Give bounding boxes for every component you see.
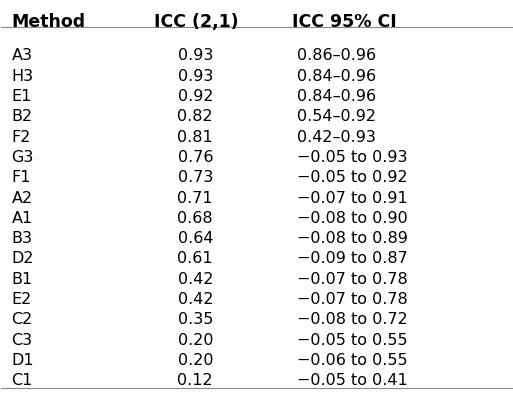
Text: 0.20: 0.20 <box>177 333 213 348</box>
Text: −0.05 to 0.92: −0.05 to 0.92 <box>298 170 408 185</box>
Text: 0.84–0.96: 0.84–0.96 <box>298 69 377 84</box>
Text: 0.86–0.96: 0.86–0.96 <box>298 48 377 63</box>
Text: 0.92: 0.92 <box>177 89 213 104</box>
Text: ICC (2,1): ICC (2,1) <box>154 13 239 31</box>
Text: −0.07 to 0.91: −0.07 to 0.91 <box>298 191 408 206</box>
Text: 0.93: 0.93 <box>177 69 213 84</box>
Text: 0.42–0.93: 0.42–0.93 <box>298 130 376 145</box>
Text: −0.06 to 0.55: −0.06 to 0.55 <box>298 353 408 368</box>
Text: F2: F2 <box>12 130 31 145</box>
Text: H3: H3 <box>12 69 34 84</box>
Text: 0.68: 0.68 <box>177 211 213 226</box>
Text: C2: C2 <box>12 312 33 327</box>
Text: −0.05 to 0.93: −0.05 to 0.93 <box>298 150 408 165</box>
Text: 0.93: 0.93 <box>177 48 213 63</box>
Text: 0.73: 0.73 <box>177 170 213 185</box>
Text: 0.35: 0.35 <box>177 312 213 327</box>
Text: A2: A2 <box>12 191 33 206</box>
Text: 0.61: 0.61 <box>177 251 213 266</box>
Text: −0.08 to 0.72: −0.08 to 0.72 <box>298 312 408 327</box>
Text: E2: E2 <box>12 292 32 307</box>
Text: 0.76: 0.76 <box>177 150 213 165</box>
Text: 0.20: 0.20 <box>177 353 213 368</box>
Text: A3: A3 <box>12 48 33 63</box>
Text: −0.05 to 0.41: −0.05 to 0.41 <box>298 374 408 388</box>
Text: B2: B2 <box>12 109 33 124</box>
Text: F1: F1 <box>12 170 31 185</box>
Text: 0.64: 0.64 <box>177 231 213 246</box>
Text: E1: E1 <box>12 89 32 104</box>
Text: 0.82: 0.82 <box>177 109 213 124</box>
Text: 0.84–0.96: 0.84–0.96 <box>298 89 377 104</box>
Text: C1: C1 <box>12 374 33 388</box>
Text: 0.81: 0.81 <box>177 130 213 145</box>
Text: −0.08 to 0.89: −0.08 to 0.89 <box>298 231 408 246</box>
Text: −0.09 to 0.87: −0.09 to 0.87 <box>298 251 408 266</box>
Text: 0.12: 0.12 <box>177 374 213 388</box>
Text: D2: D2 <box>12 251 34 266</box>
Text: ICC 95% CI: ICC 95% CI <box>292 13 397 31</box>
Text: A1: A1 <box>12 211 33 226</box>
Text: −0.05 to 0.55: −0.05 to 0.55 <box>298 333 408 348</box>
Text: −0.08 to 0.90: −0.08 to 0.90 <box>298 211 408 226</box>
Text: B1: B1 <box>12 272 33 287</box>
Text: G3: G3 <box>12 150 34 165</box>
Text: −0.07 to 0.78: −0.07 to 0.78 <box>298 272 408 287</box>
Text: Method: Method <box>12 13 86 31</box>
Text: 0.54–0.92: 0.54–0.92 <box>298 109 377 124</box>
Text: −0.07 to 0.78: −0.07 to 0.78 <box>298 292 408 307</box>
Text: 0.42: 0.42 <box>177 272 213 287</box>
Text: 0.71: 0.71 <box>177 191 213 206</box>
Text: C3: C3 <box>12 333 33 348</box>
Text: 0.42: 0.42 <box>177 292 213 307</box>
Text: B3: B3 <box>12 231 33 246</box>
Text: D1: D1 <box>12 353 34 368</box>
